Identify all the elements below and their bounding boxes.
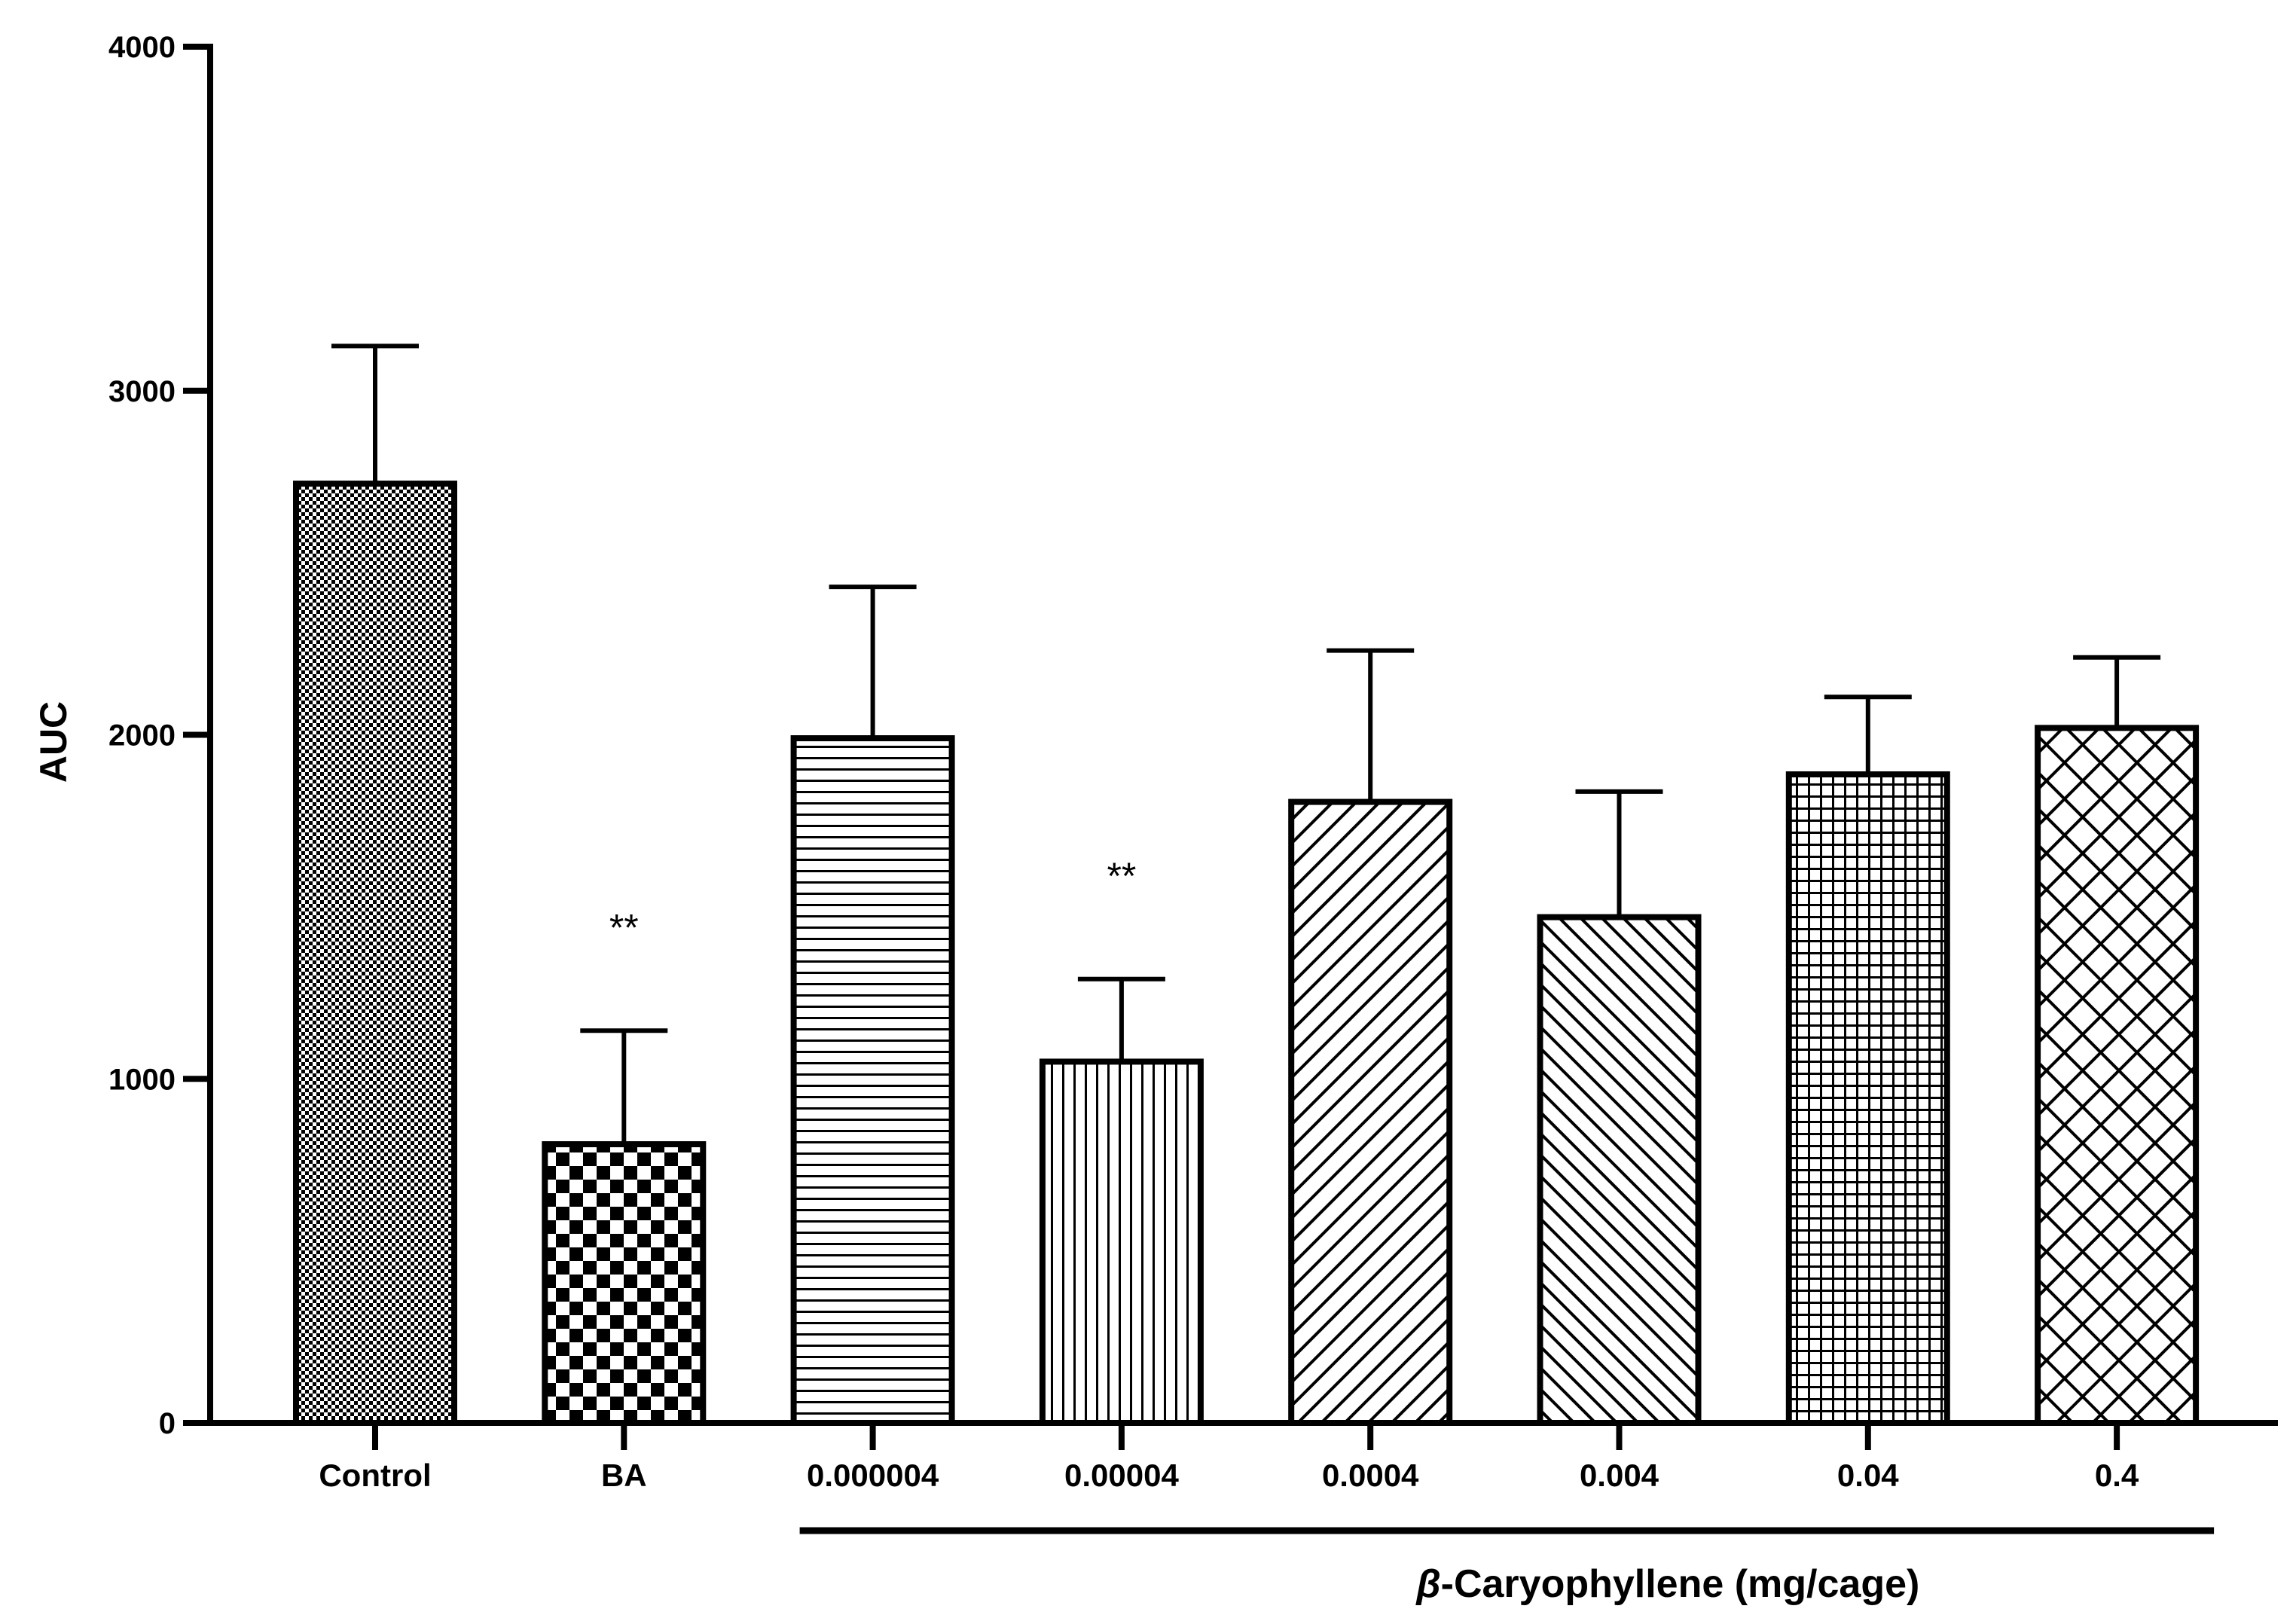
x-axis-tick-labels: Control BA 0.000004 0.00004 0.0004 0.004 0.04 0… (319, 1423, 2139, 1493)
bar (1785, 771, 1950, 1426)
y-tick-label: 0 (159, 1407, 176, 1440)
x-tick-label: 0.04 (1837, 1458, 1899, 1493)
group-label-text: -Caryophyllene (mg/cage) (1441, 1562, 1920, 1606)
bar-group-0.004 (1537, 789, 1702, 1426)
beta-symbol: β (1415, 1562, 1440, 1606)
bar-group-Control (293, 343, 457, 1426)
bar (1537, 914, 1702, 1426)
bar-group-0.00004: ** (1039, 855, 1204, 1426)
bars: ** ** (293, 343, 2200, 1427)
x-tick-label: 0.004 (1580, 1458, 1659, 1493)
x-tick-label: BA (601, 1458, 647, 1493)
significance-marker: ** (609, 906, 639, 948)
group-label: β-Caryophyllene (mg/cage) (1415, 1562, 1919, 1606)
x-tick-label: Control (319, 1458, 431, 1493)
x-tick-label: 0.000004 (807, 1458, 939, 1493)
bar-group-0.0004 (1288, 648, 1453, 1427)
bar (1288, 798, 1453, 1427)
y-axis-label: AUC (32, 701, 75, 783)
bar-group-0.04 (1785, 695, 1950, 1426)
bar (1039, 1058, 1204, 1426)
bar (2035, 725, 2200, 1426)
x-tick-label: 0.0004 (1322, 1458, 1419, 1493)
x-tick-label: 0.00004 (1064, 1458, 1179, 1493)
bar (790, 735, 955, 1426)
bar-group-BA: ** (542, 906, 707, 1426)
y-tick-label: 3000 (108, 375, 176, 408)
y-tick-label: 2000 (108, 719, 176, 753)
y-tick-label: 1000 (108, 1063, 176, 1096)
bar-group-0.4 (2035, 655, 2200, 1426)
bar (293, 481, 457, 1426)
bar (542, 1141, 707, 1426)
y-tick-label: 4000 (108, 31, 176, 64)
significance-marker: ** (1107, 855, 1136, 897)
bar-group-0.000004 (790, 585, 955, 1426)
y-axis-ticks: 0 1000 2000 3000 4000 (108, 31, 210, 1440)
x-tick-label: 0.4 (2095, 1458, 2139, 1493)
